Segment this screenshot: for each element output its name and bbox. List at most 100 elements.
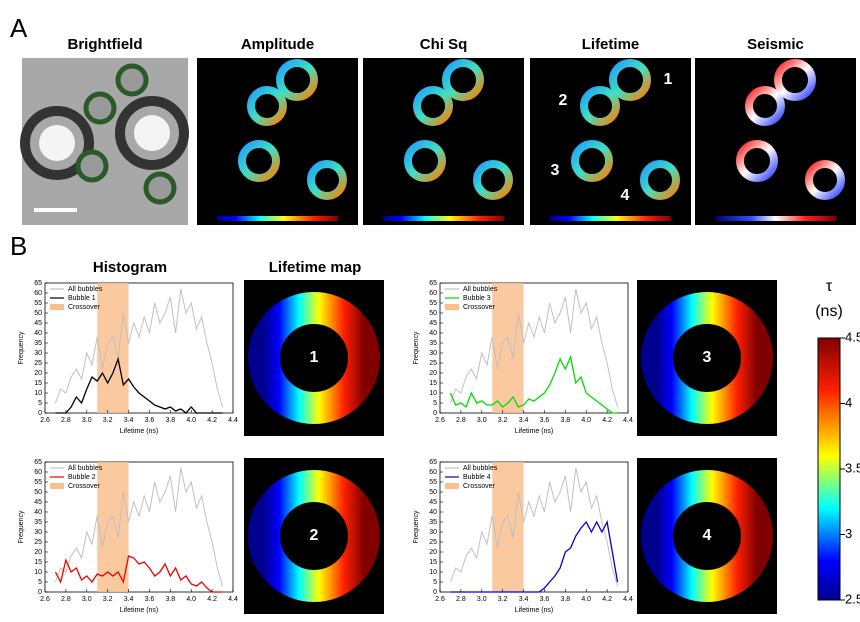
bubble-number: 4 bbox=[621, 187, 630, 204]
legend-label: Bubble 1 bbox=[68, 295, 96, 302]
y-tick-label: 25 bbox=[34, 539, 42, 546]
x-tick-label: 4.2 bbox=[207, 596, 217, 603]
x-axis-label: Lifetime (ns) bbox=[120, 607, 159, 614]
bubble-ring bbox=[413, 86, 453, 126]
y-tick-label: 50 bbox=[429, 310, 437, 317]
y-tick-label: 50 bbox=[429, 489, 437, 496]
y-tick-label: 60 bbox=[429, 469, 437, 476]
y-axis-label: Frequency bbox=[18, 331, 25, 365]
legend-swatch bbox=[445, 483, 459, 489]
y-tick-label: 60 bbox=[429, 290, 437, 297]
bubble-core bbox=[39, 125, 75, 161]
bubble bbox=[143, 171, 177, 205]
plot-area bbox=[439, 461, 629, 593]
bubble-ring bbox=[774, 59, 816, 101]
y-tick-label: 30 bbox=[34, 529, 42, 536]
legend-label: All bubbles bbox=[463, 465, 498, 472]
y-tick-label: 40 bbox=[429, 330, 437, 337]
histograms: 0 5 10 15 20 25 30 35 40 45 50 55 60 65 2.6 2.8 3.0 3.2 3.… bbox=[18, 280, 633, 614]
legend-label: All bubbles bbox=[68, 286, 103, 293]
x-tick-label: 3.6 bbox=[145, 417, 155, 424]
x-tick-label: 2.8 bbox=[61, 596, 71, 603]
bubble-ring bbox=[307, 160, 347, 200]
y-tick-label: 10 bbox=[34, 569, 42, 576]
bubble-core bbox=[134, 115, 170, 151]
column-header: Lifetime map bbox=[269, 259, 362, 276]
series-line bbox=[55, 356, 223, 414]
series-line bbox=[449, 467, 619, 587]
x-tick-label: 4.2 bbox=[602, 417, 612, 424]
legend-label: Crossover bbox=[68, 304, 101, 311]
y-tick-label: 45 bbox=[34, 320, 42, 327]
x-tick-label: 3.4 bbox=[519, 417, 529, 424]
map-number: 2 bbox=[310, 527, 319, 544]
legend-label: All bubbles bbox=[463, 286, 498, 293]
x-tick-label: 3.8 bbox=[165, 417, 175, 424]
series-line bbox=[54, 555, 223, 593]
x-tick-label: 3.2 bbox=[498, 417, 508, 424]
bubble-number: 3 bbox=[551, 162, 560, 179]
x-tick-label: 2.8 bbox=[456, 417, 466, 424]
bubble-ring bbox=[238, 140, 280, 182]
colormap-strip bbox=[550, 216, 671, 221]
x-tick-label: 4.0 bbox=[186, 417, 196, 424]
legend-label: Crossover bbox=[68, 483, 101, 490]
y-tick-label: 35 bbox=[429, 340, 437, 347]
image-title: Lifetime bbox=[582, 36, 640, 53]
legend-label: Crossover bbox=[463, 304, 496, 311]
colormap-strip bbox=[715, 216, 836, 221]
y-tick-label: 40 bbox=[34, 330, 42, 337]
image-row: Brightfield Amplitude Chi Sq Lifetime Seismi… bbox=[20, 36, 856, 225]
y-tick-label: 0 bbox=[38, 410, 42, 417]
y-tick-label: 65 bbox=[429, 459, 437, 466]
bubble-ring bbox=[609, 59, 651, 101]
plot-area bbox=[44, 282, 234, 414]
y-tick-label: 55 bbox=[429, 300, 437, 307]
bubble-ring bbox=[640, 160, 680, 200]
y-tick-label: 25 bbox=[34, 360, 42, 367]
x-tick-label: 3.0 bbox=[477, 417, 487, 424]
lifetime-ring bbox=[248, 470, 380, 602]
crossover-band bbox=[492, 283, 524, 413]
y-tick-label: 65 bbox=[34, 280, 42, 287]
colormap-strip bbox=[217, 216, 338, 221]
x-tick-label: 2.6 bbox=[435, 596, 445, 603]
bubble-ring bbox=[580, 86, 620, 126]
series-line bbox=[449, 288, 619, 408]
crossover-band bbox=[97, 462, 129, 592]
x-tick-label: 3.6 bbox=[145, 596, 155, 603]
x-tick-label: 2.6 bbox=[40, 417, 50, 424]
x-axis-label: Lifetime (ns) bbox=[120, 428, 159, 435]
bubble-halo bbox=[20, 106, 94, 180]
y-tick-label: 35 bbox=[429, 519, 437, 526]
y-tick-label: 65 bbox=[34, 459, 42, 466]
bubble-number: 2 bbox=[559, 92, 568, 109]
series-line bbox=[449, 354, 618, 414]
x-tick-label: 3.2 bbox=[103, 596, 113, 603]
bubble bbox=[75, 149, 109, 183]
y-tick-label: 5 bbox=[38, 579, 42, 586]
x-tick-label: 3.4 bbox=[124, 417, 134, 424]
lifetime-ring bbox=[248, 292, 380, 424]
y-tick-label: 20 bbox=[429, 549, 437, 556]
y-tick-label: 45 bbox=[429, 320, 437, 327]
y-tick-label: 20 bbox=[429, 370, 437, 377]
image-title: Chi Sq bbox=[420, 36, 468, 53]
y-tick-label: 15 bbox=[34, 380, 42, 387]
y-tick-label: 25 bbox=[429, 539, 437, 546]
x-tick-label: 4.0 bbox=[186, 596, 196, 603]
y-tick-label: 30 bbox=[34, 350, 42, 357]
x-tick-label: 3.0 bbox=[477, 596, 487, 603]
column-header: Histogram bbox=[93, 259, 167, 276]
series-line bbox=[54, 288, 224, 408]
panel-label: B bbox=[10, 231, 27, 261]
x-tick-label: 3.2 bbox=[103, 417, 113, 424]
y-tick-label: 10 bbox=[429, 390, 437, 397]
x-tick-label: 3.0 bbox=[82, 417, 92, 424]
colorbar-tick-label: 4.5 bbox=[845, 329, 860, 344]
legend-swatch bbox=[445, 304, 459, 310]
colorbar-unit: (ns) bbox=[815, 303, 843, 320]
x-tick-label: 4.4 bbox=[228, 596, 238, 603]
y-tick-label: 40 bbox=[34, 509, 42, 516]
